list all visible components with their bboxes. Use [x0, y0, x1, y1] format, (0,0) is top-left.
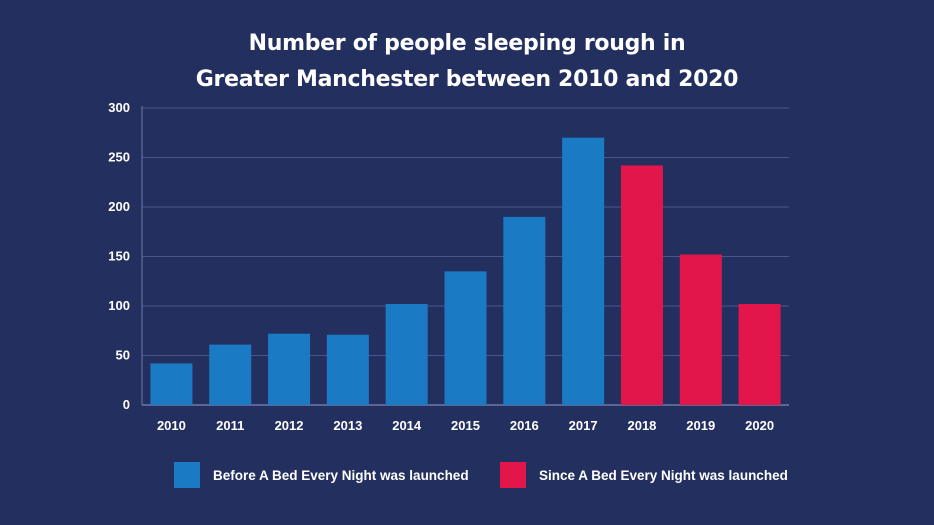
- bar-2015: [444, 271, 487, 405]
- legend-label-before: Before A Bed Every Night was launched: [213, 467, 469, 483]
- bar-2017: [562, 137, 605, 405]
- x-tick-label: 2013: [333, 418, 362, 433]
- bar-2018: [620, 165, 663, 405]
- chart-title: Number of people sleeping rough in Great…: [0, 26, 934, 98]
- x-tick-label: 2019: [686, 418, 715, 433]
- x-tick-label: 2020: [745, 418, 774, 433]
- bar-2014: [385, 304, 428, 405]
- legend-swatch-since: [500, 462, 526, 488]
- bar-2020: [738, 304, 781, 405]
- y-tick-label: 100: [108, 298, 130, 313]
- bar-2016: [503, 216, 546, 405]
- bar-2011: [209, 344, 252, 405]
- bar-2010: [150, 363, 193, 405]
- y-tick-label: 300: [108, 100, 130, 115]
- bar-2012: [268, 333, 311, 405]
- chart-legend: Before A Bed Every Night was launched Si…: [0, 462, 934, 490]
- y-tick-label: 200: [108, 199, 130, 214]
- x-tick-label: 2014: [392, 418, 422, 433]
- x-tick-label: 2016: [510, 418, 539, 433]
- y-tick-label: 250: [108, 150, 130, 165]
- y-tick-label: 50: [116, 348, 130, 363]
- chart-title-line-1: Number of people sleeping rough in: [248, 31, 686, 56]
- legend-swatch-before: [174, 462, 200, 488]
- chart-title-line-2: Greater Manchester between 2010 and 2020: [195, 67, 739, 92]
- bar-2019: [679, 254, 722, 405]
- y-tick-label: 0: [123, 397, 130, 412]
- x-tick-label: 2015: [451, 418, 480, 433]
- x-tick-label: 2017: [569, 418, 598, 433]
- legend-label-since: Since A Bed Every Night was launched: [539, 467, 788, 483]
- x-tick-label: 2018: [627, 418, 656, 433]
- legend-item-since: Since A Bed Every Night was launched: [500, 462, 788, 488]
- legend-item-before: Before A Bed Every Night was launched: [174, 462, 469, 488]
- bar-2013: [326, 334, 369, 405]
- x-tick-label: 2012: [275, 418, 304, 433]
- x-tick-label: 2011: [216, 418, 244, 433]
- y-tick-label: 150: [108, 249, 130, 264]
- x-tick-label: 2010: [157, 418, 186, 433]
